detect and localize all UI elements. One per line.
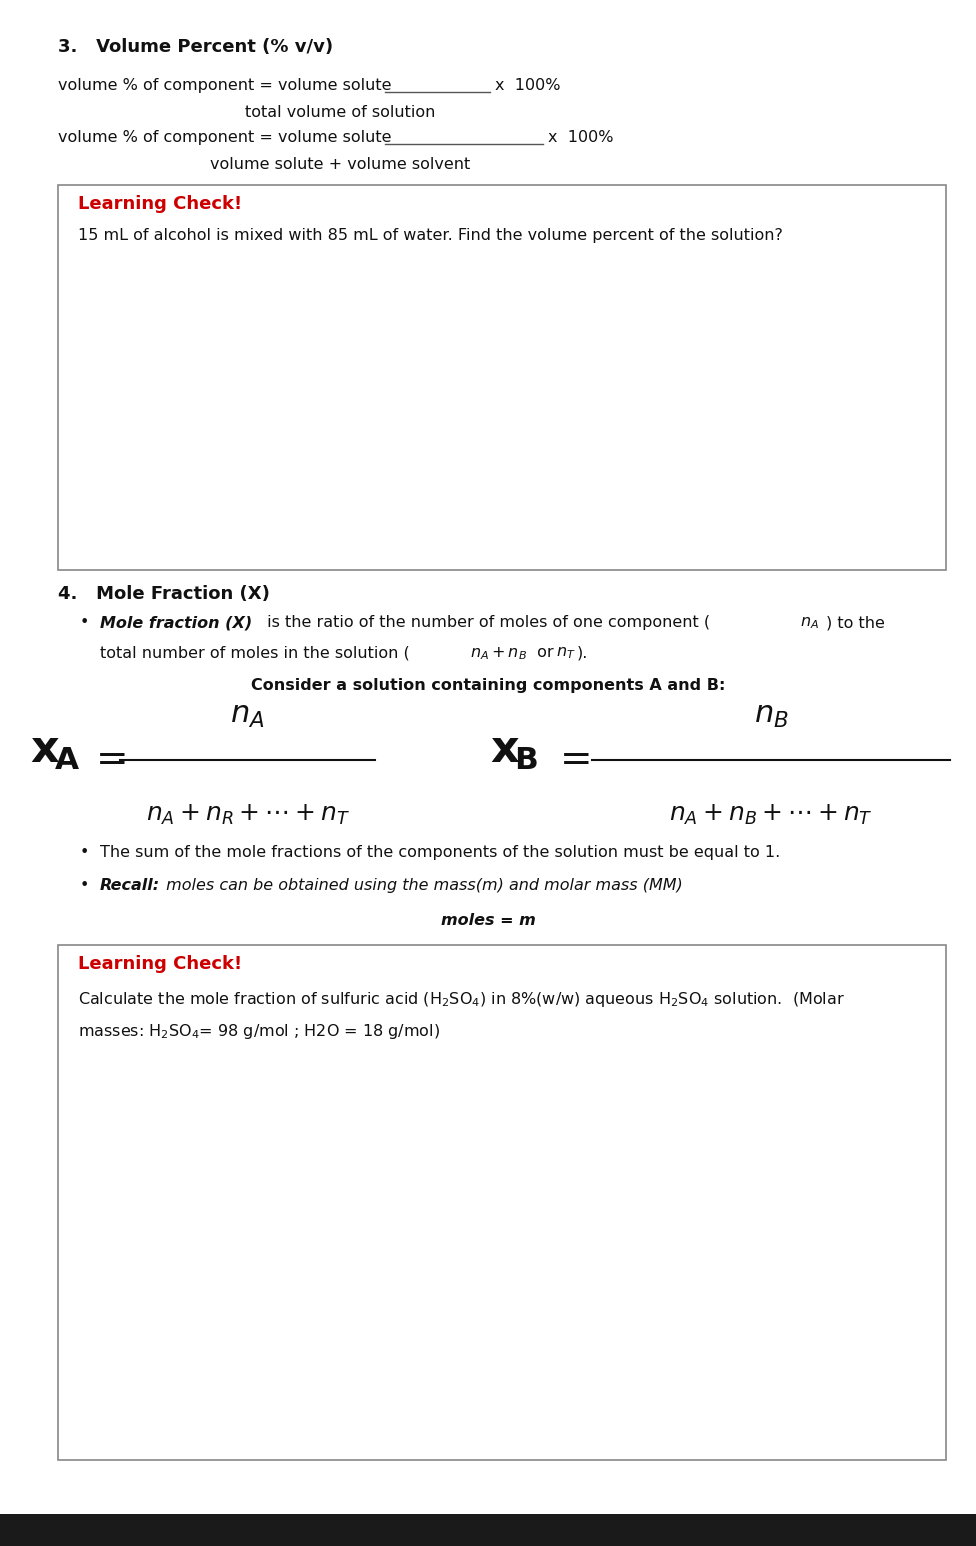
Text: $\mathbf{x_{\!A}}$: $\mathbf{x_{\!A}}$ (30, 728, 80, 771)
Text: volume % of component = volume solute: volume % of component = volume solute (58, 130, 391, 145)
Text: $n_A$: $n_A$ (230, 700, 264, 730)
Text: Consider a solution containing components A and B:: Consider a solution containing component… (251, 679, 725, 693)
Text: $n_B$: $n_B$ (753, 700, 789, 730)
Text: ).: ). (577, 645, 589, 660)
Text: $n_A$: $n_A$ (800, 615, 819, 631)
Text: =: = (560, 741, 592, 779)
Text: •: • (80, 615, 90, 631)
Text: Mole fraction (X): Mole fraction (X) (100, 615, 252, 631)
Text: The sum of the mole fractions of the components of the solution must be equal to: The sum of the mole fractions of the com… (100, 846, 780, 860)
Text: =: = (96, 741, 129, 779)
Text: or: or (532, 645, 558, 660)
Text: Calculate the mole fraction of sulfuric acid (H$_2$SO$_4$) in 8%(w/w) aqueous H$: Calculate the mole fraction of sulfuric … (78, 989, 845, 1010)
Text: 4.   Mole Fraction (X): 4. Mole Fraction (X) (58, 584, 270, 603)
Text: masses: H$_2$SO$_4$= 98 g/mol ; H2O = 18 g/mol): masses: H$_2$SO$_4$= 98 g/mol ; H2O = 18… (78, 1022, 440, 1040)
Text: $\mathbf{x_{\!B}}$: $\mathbf{x_{\!B}}$ (490, 728, 538, 771)
Text: x  100%: x 100% (495, 77, 560, 93)
Text: $n_A + n_B$: $n_A + n_B$ (470, 645, 527, 662)
Text: Recall:: Recall: (100, 878, 160, 894)
Text: total number of moles in the solution (: total number of moles in the solution ( (100, 645, 413, 660)
Text: is the ratio of the number of moles of one component (: is the ratio of the number of moles of o… (262, 615, 713, 631)
Text: volume % of component = volume solute: volume % of component = volume solute (58, 77, 391, 93)
Text: Learning Check!: Learning Check! (78, 195, 242, 213)
Text: •: • (80, 878, 90, 894)
Text: x  100%: x 100% (548, 130, 614, 145)
Text: 15 mL of alcohol is mixed with 85 mL of water. Find the volume percent of the so: 15 mL of alcohol is mixed with 85 mL of … (78, 227, 783, 243)
Text: $n_A + n_B + \cdots + n_T$: $n_A + n_B + \cdots + n_T$ (670, 802, 873, 827)
Text: moles = m: moles = m (440, 914, 536, 928)
Text: 3.   Volume Percent (% v/v): 3. Volume Percent (% v/v) (58, 39, 333, 56)
Text: •: • (80, 846, 90, 860)
Text: volume solute + volume solvent: volume solute + volume solvent (210, 158, 470, 172)
Text: $n_T$: $n_T$ (556, 645, 576, 660)
Text: moles can be obtained using the mass(m) and molar mass (MM): moles can be obtained using the mass(m) … (161, 878, 683, 894)
Text: ) to the: ) to the (826, 615, 885, 631)
Text: $n_A + n_R + \cdots + n_T$: $n_A + n_R + \cdots + n_T$ (145, 802, 349, 827)
Text: total volume of solution: total volume of solution (245, 105, 435, 121)
Text: Learning Check!: Learning Check! (78, 955, 242, 972)
